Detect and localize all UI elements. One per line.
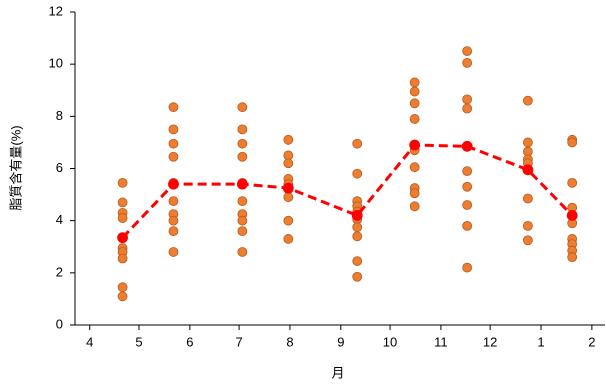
mean-point	[522, 164, 534, 176]
data-point	[283, 215, 294, 226]
data-point	[237, 102, 248, 113]
data-point	[237, 215, 248, 226]
data-point	[567, 177, 578, 188]
x-tick-label: 4	[86, 334, 93, 349]
data-point	[522, 220, 533, 231]
data-point	[283, 192, 294, 203]
data-point	[462, 46, 473, 57]
x-tick-label: 2	[588, 334, 595, 349]
data-point	[409, 201, 420, 212]
data-point	[168, 138, 179, 149]
data-point	[168, 196, 179, 207]
x-tick-label: 11	[434, 334, 448, 349]
data-point	[117, 177, 128, 188]
data-point	[462, 262, 473, 273]
y-tick-label: 6	[56, 160, 63, 175]
x-tick-label: 5	[135, 334, 142, 349]
data-point	[522, 137, 533, 148]
data-point	[409, 162, 420, 173]
mean-point	[566, 210, 578, 221]
data-point	[352, 271, 363, 282]
data-point	[117, 253, 128, 264]
data-point	[352, 222, 363, 233]
data-point	[117, 291, 128, 302]
data-point	[352, 138, 363, 149]
mean-point	[168, 178, 179, 190]
mean-point	[409, 139, 421, 151]
data-point	[352, 256, 363, 266]
data-point	[462, 181, 473, 192]
data-point	[352, 231, 363, 242]
mean-point	[236, 178, 248, 190]
y-tick-label: 0	[56, 316, 63, 331]
data-point	[409, 86, 420, 97]
x-tick-label: 8	[286, 334, 293, 349]
x-tick-label: 9	[337, 334, 344, 349]
data-point	[567, 137, 578, 148]
y-tick-label: 4	[56, 212, 63, 227]
x-axis-label: 月	[331, 365, 344, 380]
x-tick-label: 12	[483, 334, 497, 349]
data-point	[237, 138, 248, 149]
x-tick-label: 10	[383, 334, 397, 349]
data-point	[237, 196, 248, 207]
data-point	[168, 102, 179, 113]
x-tick-label: 7	[235, 334, 242, 349]
data-point	[352, 168, 363, 179]
data-point	[237, 151, 248, 162]
data-point	[237, 226, 248, 237]
x-tick-label: 1	[537, 334, 544, 349]
data-point	[168, 151, 179, 162]
mean-point	[461, 140, 473, 152]
data-point	[117, 213, 128, 223]
y-tick-label: 10	[49, 56, 63, 71]
mean-point	[282, 182, 294, 194]
data-point	[522, 235, 533, 246]
data-point	[462, 103, 473, 114]
data-point	[283, 134, 294, 145]
x-tick-label: 6	[186, 334, 193, 349]
data-point	[409, 77, 420, 88]
data-point	[283, 158, 294, 169]
data-point	[462, 200, 473, 210]
data-point	[522, 193, 533, 204]
data-point	[409, 98, 420, 109]
data-point	[462, 57, 473, 68]
data-point	[168, 215, 179, 226]
mean-line	[121, 143, 574, 239]
data-point	[462, 94, 473, 105]
data-point	[462, 166, 473, 177]
mean-point	[351, 210, 363, 221]
data-point	[117, 197, 128, 208]
data-point	[168, 124, 179, 135]
y-tick-label: 12	[49, 3, 63, 18]
data-point	[237, 124, 248, 135]
data-point	[409, 114, 420, 124]
data-point	[409, 188, 420, 199]
data-point	[168, 247, 179, 257]
mean-point	[117, 232, 128, 244]
data-point	[522, 95, 533, 106]
data-point	[117, 282, 128, 293]
data-point	[462, 220, 473, 231]
data-point	[237, 247, 248, 257]
y-tick-label: 8	[56, 108, 63, 123]
y-axis-label: 脂質含有量(%)	[8, 125, 23, 210]
data-point	[283, 234, 294, 244]
y-tick-label: 2	[56, 264, 63, 279]
data-point	[567, 252, 578, 263]
data-point	[168, 226, 179, 237]
